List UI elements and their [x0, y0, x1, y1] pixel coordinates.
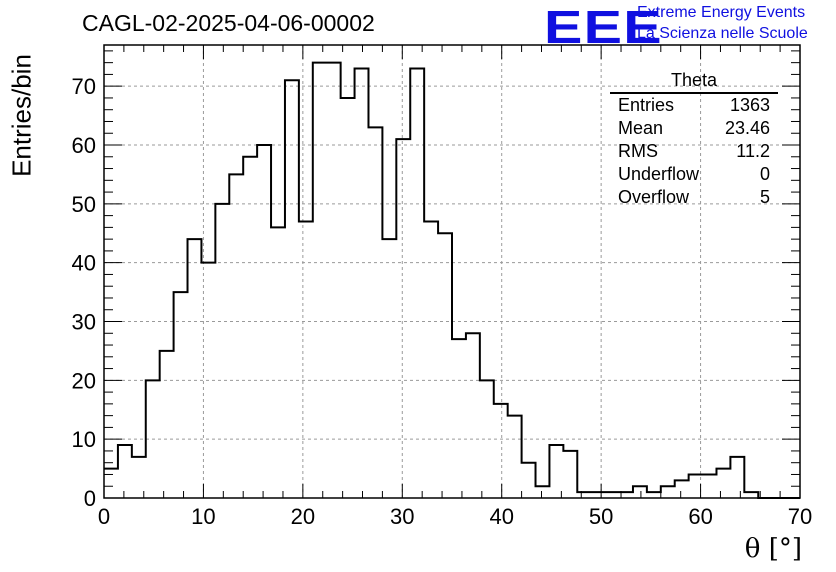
x-tick-label: 40 [489, 504, 513, 529]
histogram-bin [675, 480, 689, 498]
histogram-bars [104, 61, 800, 499]
y-tick-label: 10 [72, 427, 96, 452]
histogram-bin [591, 492, 605, 498]
stats-label: Overflow [618, 187, 690, 207]
stats-box: Theta Entries 1363 Mean 23.46 RMS 11.2 Unde… [610, 70, 778, 209]
histogram-bin [201, 263, 215, 498]
histogram-bin [355, 69, 369, 498]
histogram-bin [243, 157, 257, 498]
histogram-bin [703, 474, 717, 498]
x-axis-label: θ [°] [744, 534, 802, 564]
x-tick-label: 50 [589, 504, 613, 529]
axis-ticks [103, 45, 801, 499]
y-tick-label: 40 [72, 251, 96, 276]
stats-row-overflow: Overflow 5 [610, 186, 778, 209]
chart-title: CAGL-02-2025-04-06-00002 [82, 10, 375, 36]
histogram-bin [466, 333, 480, 498]
histogram-bin [438, 233, 452, 498]
histogram-bin [633, 486, 647, 498]
stats-label: Mean [618, 118, 664, 138]
stats-title: Theta [610, 70, 778, 94]
stats-value: 11.2 [736, 141, 770, 161]
x-tick-label: 60 [688, 504, 712, 529]
histogram-step-line [104, 61, 800, 499]
stats-label: Underflow [618, 164, 700, 184]
histogram-bin [229, 174, 243, 498]
histogram-bin [730, 457, 744, 498]
histogram-bin [536, 486, 550, 498]
stats-row-rms: RMS 11.2 [610, 140, 778, 163]
x-tick-label: 10 [191, 504, 215, 529]
histogram-bin [549, 445, 563, 498]
stats-value: 0 [759, 164, 770, 184]
y-tick-label: 0 [84, 486, 96, 511]
histogram-bin [382, 239, 396, 498]
histogram-bin [480, 380, 494, 498]
stats-row-entries: Entries 1363 [610, 94, 778, 117]
histogram-bin [174, 292, 188, 498]
histogram-bin [104, 469, 118, 498]
stats-label: Entries [618, 95, 675, 115]
histogram-bin [118, 445, 132, 498]
histogram-bin [410, 69, 424, 498]
y-tick-label: 30 [72, 310, 96, 335]
histogram-bin [313, 63, 327, 498]
histogram-bin [494, 404, 508, 498]
histogram-bin [188, 239, 202, 498]
histogram-bin [368, 127, 382, 498]
histogram-bin [146, 380, 160, 498]
logo-line-2: La Scienza nelle Scuole [637, 25, 808, 42]
plot-area-border [103, 44, 801, 499]
y-axis-label: Entries/bin [6, 54, 37, 177]
histogram-bin [424, 221, 438, 498]
histogram-bin [716, 469, 730, 498]
stats-value: 23.46 [724, 118, 770, 138]
histogram-bin [160, 351, 174, 498]
y-tick-label: 20 [72, 368, 96, 393]
x-tick-label: 30 [390, 504, 414, 529]
logo-line-1: Extreme Energy Events [637, 4, 806, 21]
histogram-bin [215, 204, 229, 498]
histogram-bin [257, 145, 271, 498]
histogram-bin [285, 80, 299, 498]
histogram-bin [452, 339, 466, 498]
y-tick-label: 50 [72, 192, 96, 217]
histogram-bin [271, 227, 285, 498]
x-tick-label: 20 [291, 504, 315, 529]
histogram-bin [605, 492, 619, 498]
x-tick-label: 0 [98, 504, 110, 529]
histogram-bin [744, 492, 758, 498]
x-tick-label: 70 [788, 504, 812, 529]
stats-label: RMS [618, 141, 658, 161]
histogram-bin [396, 139, 410, 498]
histogram-bin [327, 63, 341, 498]
histogram-bin [299, 221, 313, 498]
stats-value: 1363 [729, 95, 770, 115]
histogram-bin [661, 486, 675, 498]
eee-logo: EEE [544, 1, 663, 53]
histogram-bin [577, 492, 591, 498]
histogram-bin [341, 98, 355, 498]
stats-row-mean: Mean 23.46 [610, 117, 778, 140]
histogram-bin [508, 416, 522, 498]
plot-frame [103, 44, 801, 499]
stats-value: 5 [759, 187, 770, 207]
histogram-bin [647, 492, 661, 498]
histogram-bin [522, 463, 536, 498]
y-tick-label: 70 [72, 74, 96, 99]
y-tick-label: 60 [72, 133, 96, 158]
stats-row-underflow: Underflow 0 [610, 163, 778, 186]
histogram-bin [563, 451, 577, 498]
